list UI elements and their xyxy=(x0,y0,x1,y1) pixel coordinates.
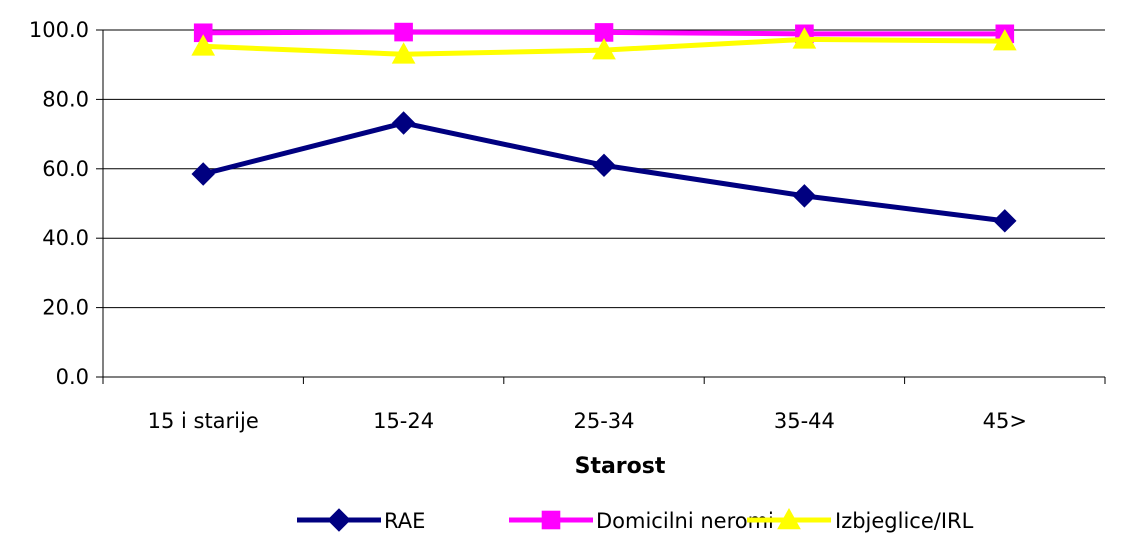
y-tick-label: 0.0 xyxy=(56,365,89,389)
data-point xyxy=(992,29,1017,51)
data-point xyxy=(191,34,216,56)
data-point xyxy=(792,27,817,49)
legend-marker xyxy=(327,508,351,532)
data-point xyxy=(792,184,817,208)
y-tick-labels: 0.0 20.0 40.0 60.0 80.0 100.0 xyxy=(29,18,89,389)
data-point xyxy=(394,22,413,42)
data-point xyxy=(993,209,1017,233)
x-tick-labels: 15 i starije 15-24 25-34 35-44 45> xyxy=(148,409,1027,433)
x-axis-title: Starost xyxy=(575,454,666,479)
y-tick-label: 80.0 xyxy=(42,87,89,111)
data-point xyxy=(592,153,616,178)
data-point xyxy=(592,38,616,60)
legend-marker xyxy=(541,510,561,530)
data-point xyxy=(391,42,416,64)
x-tick-label: 45> xyxy=(983,409,1027,433)
legend-item: Domicilni neromi xyxy=(509,509,774,533)
y-tick-label: 20.0 xyxy=(42,296,89,320)
data-point xyxy=(391,111,416,135)
series-0 xyxy=(191,111,1017,233)
y-tick-label: 100.0 xyxy=(29,18,89,42)
x-tick-label: 25-34 xyxy=(573,409,634,433)
y-tick-label: 40.0 xyxy=(42,226,89,250)
legend-item: Izbjeglice/IRL xyxy=(747,507,974,533)
legend-item: RAE xyxy=(297,508,425,533)
series-2 xyxy=(191,27,1017,64)
x-tick-label: 35-44 xyxy=(774,409,835,433)
data-point xyxy=(191,162,215,186)
legend: RAE Domicilni neromi Izbjeglice/IRL xyxy=(297,507,974,533)
legend-label: Izbjeglice/IRL xyxy=(835,509,974,533)
x-tick-label: 15 i starije xyxy=(148,409,259,433)
x-tick-label: 15-24 xyxy=(373,409,434,433)
legend-label: RAE xyxy=(384,509,425,533)
legend-label: Domicilni neromi xyxy=(596,509,774,533)
series-group xyxy=(191,22,1017,233)
axes xyxy=(96,29,1106,384)
y-tick-label: 60.0 xyxy=(42,157,89,181)
legend-marker xyxy=(777,507,801,530)
